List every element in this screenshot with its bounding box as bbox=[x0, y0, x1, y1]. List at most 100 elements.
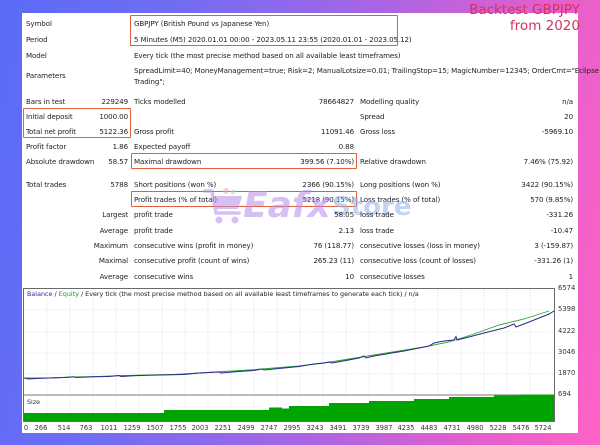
model-label: Model bbox=[26, 51, 47, 60]
x-tick: 1259 bbox=[123, 424, 141, 432]
symbol-value: GBPJPY (British Pound vs Japanese Yen) bbox=[134, 19, 270, 28]
short-positions-value: 2366 (90.15%) bbox=[302, 180, 354, 189]
symbol-label: Symbol bbox=[26, 19, 52, 28]
average-consecutive-prefix: Average bbox=[99, 272, 129, 281]
x-tick: 1011 bbox=[100, 424, 118, 432]
relative-drawdown-value: 7.46% (75.92) bbox=[523, 157, 573, 166]
max-consecutive-losses-value: 3 (-159.87) bbox=[534, 241, 573, 250]
maximal-drawdown-value: 399.56 (7.10%) bbox=[300, 157, 354, 166]
x-tick: 4980 bbox=[466, 424, 484, 432]
x-tick: 514 bbox=[57, 424, 71, 432]
profit-factor-label: Profit factor bbox=[26, 142, 67, 151]
largest-prefix: Largest bbox=[102, 210, 128, 219]
loss-trades-label: Loss trades (% of total) bbox=[360, 195, 441, 204]
equity-legend: Equity bbox=[58, 290, 79, 298]
maximal-prefix: Maximal bbox=[98, 256, 128, 265]
model-value: Every tick (the most precise method base… bbox=[134, 51, 401, 60]
loss-trades-value: 570 (9.85%) bbox=[530, 195, 573, 204]
average-consecutive-losses-label: consecutive losses bbox=[360, 272, 425, 281]
balance-legend: Balance bbox=[27, 290, 53, 298]
x-tick: 4235 bbox=[397, 424, 415, 432]
ticks-modelled-value: 78664827 bbox=[318, 97, 354, 106]
bars-in-test-label: Bars in test bbox=[26, 97, 66, 106]
largest-loss-value: -331.26 bbox=[546, 210, 573, 219]
long-positions-value: 3422 (90.15%) bbox=[521, 180, 573, 189]
absolute-drawdown-value: 58.57 bbox=[108, 157, 128, 166]
maximal-drawdown-highlight bbox=[131, 153, 357, 169]
profit-factor-value: 1.86 bbox=[112, 142, 129, 151]
average-loss-value: -10.47 bbox=[550, 226, 573, 235]
x-tick: 3739 bbox=[352, 424, 370, 432]
x-tick: 5724 bbox=[534, 424, 552, 432]
x-tick: 4731 bbox=[443, 424, 461, 432]
chart-title: Balance / Equity / Every tick (the most … bbox=[27, 290, 419, 298]
gross-loss-value: -5969.10 bbox=[541, 127, 573, 136]
x-tick: 3987 bbox=[375, 424, 393, 432]
x-tick: 2499 bbox=[237, 424, 255, 432]
expected-payoff-value: 0.88 bbox=[338, 142, 355, 151]
y-tick: 1870 bbox=[558, 369, 576, 377]
max-consecutive-wins-value: 76 (118.77) bbox=[313, 241, 354, 250]
average-consecutive-wins-value: 10 bbox=[345, 272, 354, 281]
deposit-profit-highlight bbox=[23, 108, 131, 138]
gross-profit-label: Gross profit bbox=[134, 127, 174, 136]
parameters-value-line2: Trading"; bbox=[134, 77, 165, 86]
modelling-quality-value: n/a bbox=[562, 97, 573, 106]
y-tick: 4222 bbox=[558, 327, 576, 335]
title-line-1: Backtest GBPJPY bbox=[469, 2, 580, 18]
total-trades-label: Total trades bbox=[26, 180, 67, 189]
maximal-consecutive-loss-label: consecutive loss (count of losses) bbox=[360, 256, 476, 265]
total-trades-value: 5788 bbox=[110, 180, 128, 189]
total-net-profit-value: 5122.36 bbox=[99, 127, 128, 136]
average-consecutive-wins-label: consecutive wins bbox=[134, 272, 194, 281]
x-tick: 0 bbox=[23, 424, 29, 432]
overlay-title: Backtest GBPJPY from 2020 bbox=[469, 2, 580, 34]
maximal-consecutive-loss-value: -331.26 (1) bbox=[534, 256, 573, 265]
x-tick: 1507 bbox=[146, 424, 164, 432]
x-tick: 5228 bbox=[489, 424, 507, 432]
profit-trades-value: 5218 (90.15%) bbox=[302, 195, 354, 204]
average-loss-label: loss trade bbox=[360, 226, 394, 235]
profit-trades-label: Profit trades (% of total) bbox=[134, 195, 217, 204]
maximal-consecutive-profit-label: consecutive profit (count of wins) bbox=[134, 256, 250, 265]
x-tick: 2747 bbox=[260, 424, 278, 432]
y-tick: 694 bbox=[558, 390, 571, 398]
x-tick: 3491 bbox=[329, 424, 347, 432]
spread-label: Spread bbox=[360, 112, 385, 121]
average-prefix: Average bbox=[99, 226, 129, 235]
gross-profit-value: 11091.46 bbox=[320, 127, 354, 136]
parameters-label: Parameters bbox=[26, 71, 66, 80]
relative-drawdown-label: Relative drawdown bbox=[360, 157, 426, 166]
short-positions-label: Short positions (won %) bbox=[134, 180, 217, 189]
modelling-quality-label: Modelling quality bbox=[360, 97, 420, 106]
initial-deposit-label: Initial deposit bbox=[26, 112, 73, 121]
x-tick: 3243 bbox=[306, 424, 324, 432]
maximal-drawdown-label: Maximal drawdown bbox=[134, 157, 202, 166]
title-line-2: from 2020 bbox=[509, 18, 580, 34]
x-tick: 2995 bbox=[283, 424, 301, 432]
expected-payoff-label: Expected payoff bbox=[134, 142, 191, 151]
period-value: 5 Minutes (M5) 2020.01.01 00:00 - 2023.0… bbox=[134, 35, 412, 44]
x-tick: 4483 bbox=[420, 424, 438, 432]
period-label: Period bbox=[26, 35, 48, 44]
chart-plot bbox=[24, 289, 554, 421]
chart-title-rest: / Every tick (the most precise method ba… bbox=[78, 290, 419, 298]
balance-equity-chart: Balance / Equity / Every tick (the most … bbox=[23, 288, 555, 422]
maximum-prefix: Maximum bbox=[93, 241, 128, 250]
ticks-modelled-label: Ticks modelled bbox=[134, 97, 186, 106]
gross-loss-label: Gross loss bbox=[360, 127, 395, 136]
y-tick: 6574 bbox=[558, 284, 576, 292]
average-consecutive-losses-value: 1 bbox=[568, 272, 574, 281]
total-net-profit-label: Total net profit bbox=[26, 127, 76, 136]
x-tick: 2003 bbox=[191, 424, 209, 432]
profit-trades-highlight bbox=[131, 191, 357, 207]
y-tick: 3046 bbox=[558, 348, 576, 356]
absolute-drawdown-label: Absolute drawdown bbox=[26, 157, 95, 166]
long-positions-label: Long positions (won %) bbox=[360, 180, 441, 189]
max-consecutive-losses-label: consecutive losses (loss in money) bbox=[360, 241, 480, 250]
average-profit-label: profit trade bbox=[134, 226, 173, 235]
max-consecutive-wins-label: consecutive wins (profit in money) bbox=[134, 241, 254, 250]
legend-separator: / bbox=[52, 290, 59, 298]
size-panel-label: Size bbox=[27, 398, 41, 406]
x-tick: 763 bbox=[79, 424, 93, 432]
